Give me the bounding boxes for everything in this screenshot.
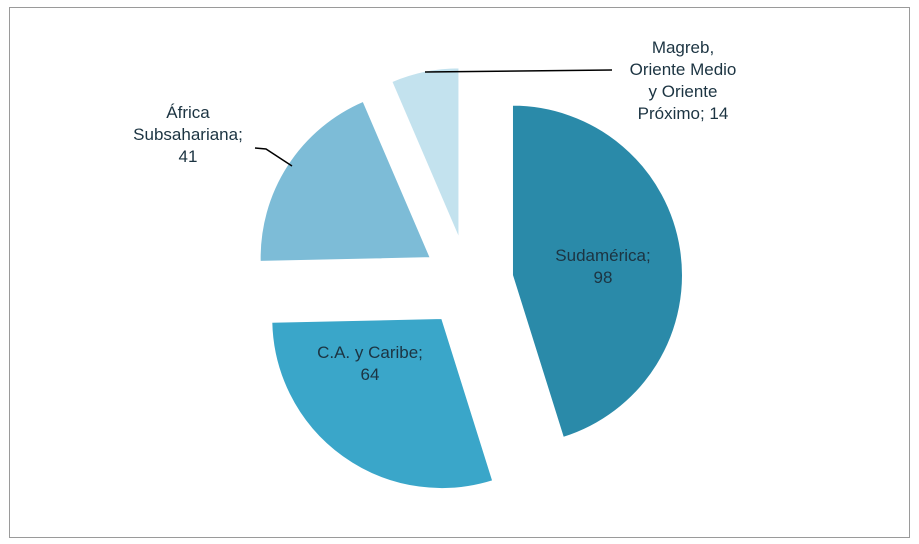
label-line: 98 — [594, 268, 613, 287]
label-line: Oriente Medio — [630, 60, 737, 79]
data-label: Sudamérica; 98 — [555, 246, 650, 287]
data-label: C.A. y Caribe; 64 — [317, 343, 423, 384]
label-line: Sudamérica; — [555, 246, 650, 265]
pie-slice — [391, 67, 460, 239]
pie-slice — [259, 100, 431, 262]
data-label: África Subsahariana; 41 — [133, 103, 243, 166]
label-line: 41 — [179, 147, 198, 166]
pie-slice — [511, 104, 683, 439]
label-line: C.A. y Caribe; — [317, 343, 423, 362]
pie-slice — [271, 318, 494, 490]
leader-line — [254, 147, 293, 167]
label-line: Subsahariana; — [133, 125, 243, 144]
data-label: Magreb, Oriente Medio y Oriente Próximo; 14 — [630, 38, 737, 123]
label-line: África — [166, 103, 210, 122]
label-line: Próximo; 14 — [638, 104, 729, 123]
label-line: 64 — [361, 365, 380, 384]
label-line: Magreb, — [652, 38, 714, 57]
leader-line — [424, 69, 613, 73]
label-line: y Oriente — [649, 82, 718, 101]
